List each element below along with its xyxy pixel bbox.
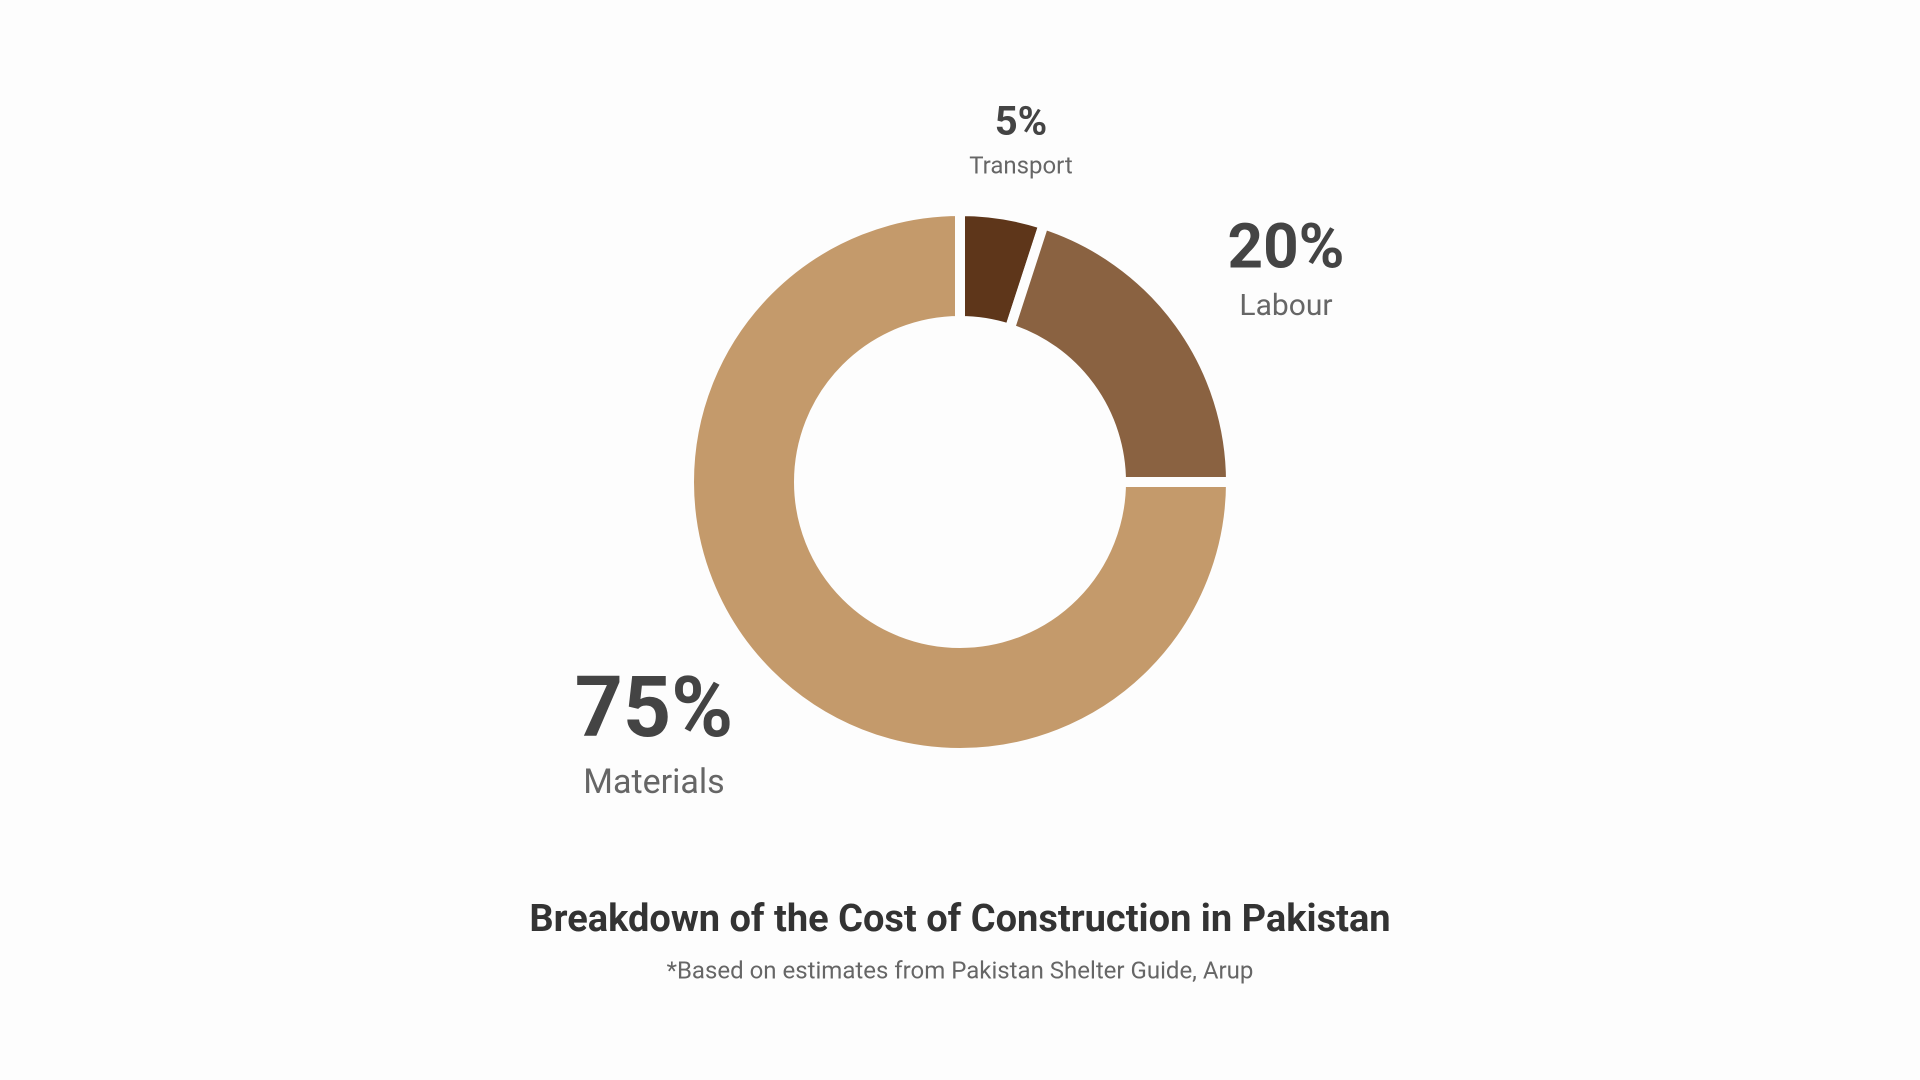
chart-subtitle: *Based on estimates from Pakistan Shelte… (667, 956, 1254, 984)
category-label: Materials (583, 762, 724, 802)
value-label: 20% (1228, 210, 1345, 283)
value-label: 5% (995, 98, 1048, 145)
category-label: Transport (969, 151, 1073, 179)
donut-slice (684, 205, 1237, 758)
category-label: Labour (1239, 288, 1332, 323)
value-label: 75% (575, 658, 733, 757)
chart-title: Breakdown of the Cost of Construction in… (529, 897, 1390, 941)
donut-slice (1003, 217, 1237, 487)
